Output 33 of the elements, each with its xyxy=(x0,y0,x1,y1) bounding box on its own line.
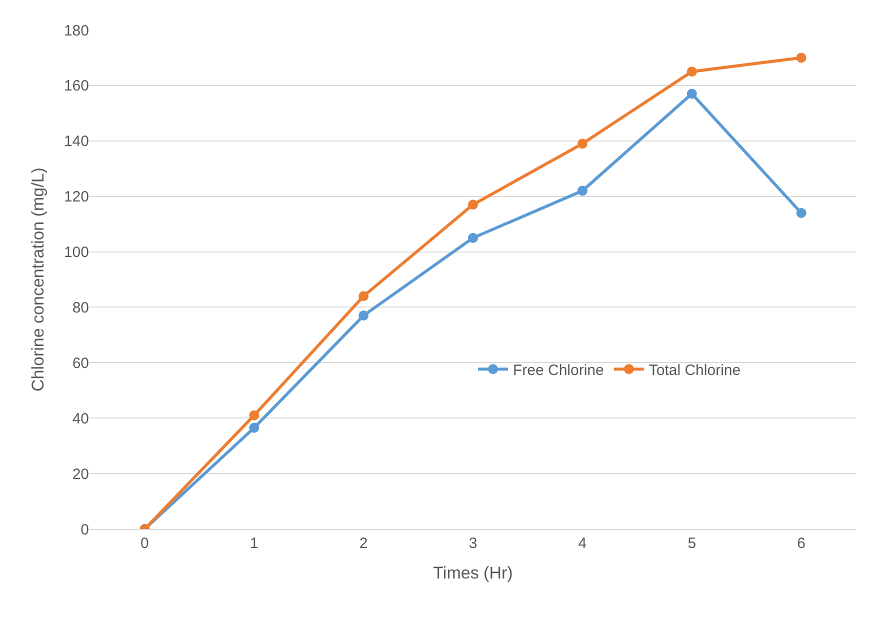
y-tick-label: 0 xyxy=(80,521,89,538)
x-tick-label: 2 xyxy=(359,535,368,552)
point xyxy=(577,138,588,149)
x-axis-title: Times (Hr) xyxy=(433,563,513,582)
y-tick-label: 160 xyxy=(64,78,89,95)
point xyxy=(249,422,260,433)
legend-label: Total Chlorine xyxy=(648,362,741,379)
x-tick-label: 0 xyxy=(140,535,149,552)
point xyxy=(577,186,588,196)
y-tick-label: 180 xyxy=(64,22,89,40)
point xyxy=(249,410,260,420)
point xyxy=(358,310,369,321)
point xyxy=(468,200,478,210)
x-tick-label: 5 xyxy=(688,535,696,552)
y-tick-label: 40 xyxy=(72,410,89,428)
y-tick-label: 100 xyxy=(64,244,89,262)
point xyxy=(468,232,478,243)
y-tick-label: 20 xyxy=(72,466,89,483)
y-axis-title: Chlorine concentration (mg/L) xyxy=(28,168,48,392)
legend-label: Free Chlorine xyxy=(513,362,604,379)
point xyxy=(358,291,369,302)
y-tick-label: 140 xyxy=(64,133,89,150)
x-tick-label: 3 xyxy=(468,535,478,552)
point xyxy=(796,208,806,218)
point xyxy=(686,66,697,77)
y-tick-label: 120 xyxy=(64,188,89,206)
y-tick-label: 80 xyxy=(72,299,89,316)
point xyxy=(796,52,806,63)
x-tick-label: 4 xyxy=(578,535,587,552)
x-tick-label: 6 xyxy=(797,535,806,552)
y-tick-label: 60 xyxy=(72,354,89,372)
point xyxy=(686,88,697,99)
x-tick-label: 1 xyxy=(250,535,258,552)
